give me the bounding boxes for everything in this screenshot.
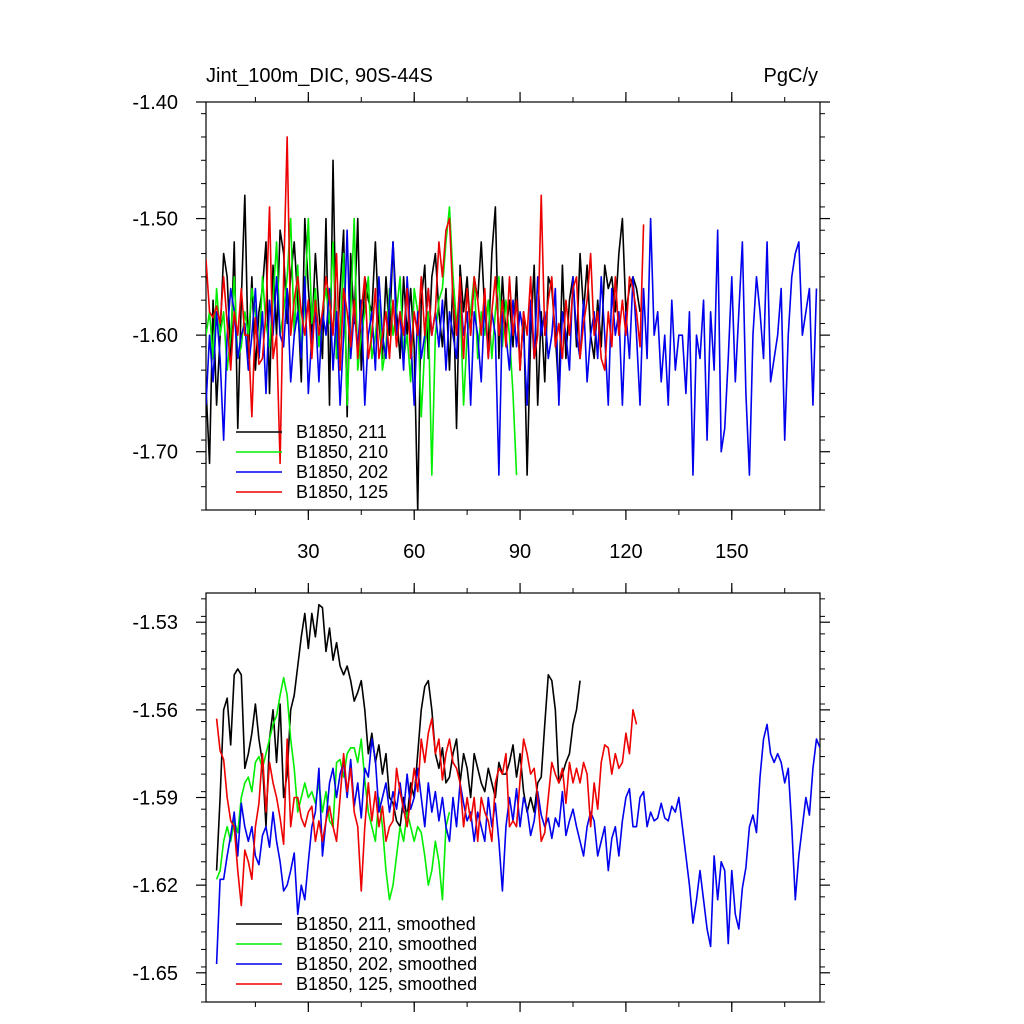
series-line-b1850-125-smoothed bbox=[215, 709, 638, 907]
legend-label-b1850-202-smoothed: B1850, 202, smoothed bbox=[296, 954, 477, 974]
y-tick-label: -1.56 bbox=[132, 700, 178, 722]
y-tick-label: -1.60 bbox=[132, 325, 178, 347]
top-panel: -1.40 -1.50 -1.60 -1.70 30 60 90 120 150 B1850, 2… bbox=[132, 92, 830, 563]
legend-label-b1850-211-smoothed: B1850, 211, smoothed bbox=[296, 914, 476, 934]
legend-label-b1850-202: B1850, 202 bbox=[296, 462, 388, 482]
legend-label-b1850-210-smoothed: B1850, 210, smoothed bbox=[296, 934, 477, 954]
y-tick-label: -1.65 bbox=[132, 963, 178, 985]
legend-label-b1850-125-smoothed: B1850, 125, smoothed bbox=[296, 974, 477, 994]
x-tick-label: 60 bbox=[403, 541, 425, 563]
x-tick-label: 150 bbox=[715, 541, 748, 563]
plot-frame bbox=[205, 101, 821, 511]
x-tick-label: 90 bbox=[509, 541, 531, 563]
bottom-panel: -1.53 -1.56 -1.59 -1.62 -1.65 B1850, 211, smo… bbox=[132, 583, 830, 1012]
chart-title: Jint_100m_DIC, 90S-44S bbox=[206, 65, 433, 87]
x-tick-label: 120 bbox=[609, 541, 642, 563]
y-tick-label: -1.53 bbox=[132, 612, 178, 634]
legend-label-b1850-211: B1850, 211 bbox=[296, 422, 387, 442]
series-line-b1850-211-smoothed bbox=[215, 603, 581, 871]
series-line-b1850-202 bbox=[206, 217, 818, 476]
units-label: PgC/y bbox=[764, 65, 818, 87]
y-tick-label: -1.50 bbox=[132, 209, 178, 231]
y-tick-label: -1.62 bbox=[132, 875, 178, 897]
y-tick-label: -1.40 bbox=[132, 92, 178, 114]
x-tick-label: 30 bbox=[297, 541, 319, 563]
y-tick-label: -1.59 bbox=[132, 788, 178, 810]
legend-label-b1850-125: B1850, 125 bbox=[296, 482, 388, 502]
legend-label-b1850-210: B1850, 210 bbox=[296, 442, 388, 462]
series-line-b1850-125 bbox=[206, 136, 645, 465]
y-tick-label: -1.70 bbox=[132, 442, 178, 464]
